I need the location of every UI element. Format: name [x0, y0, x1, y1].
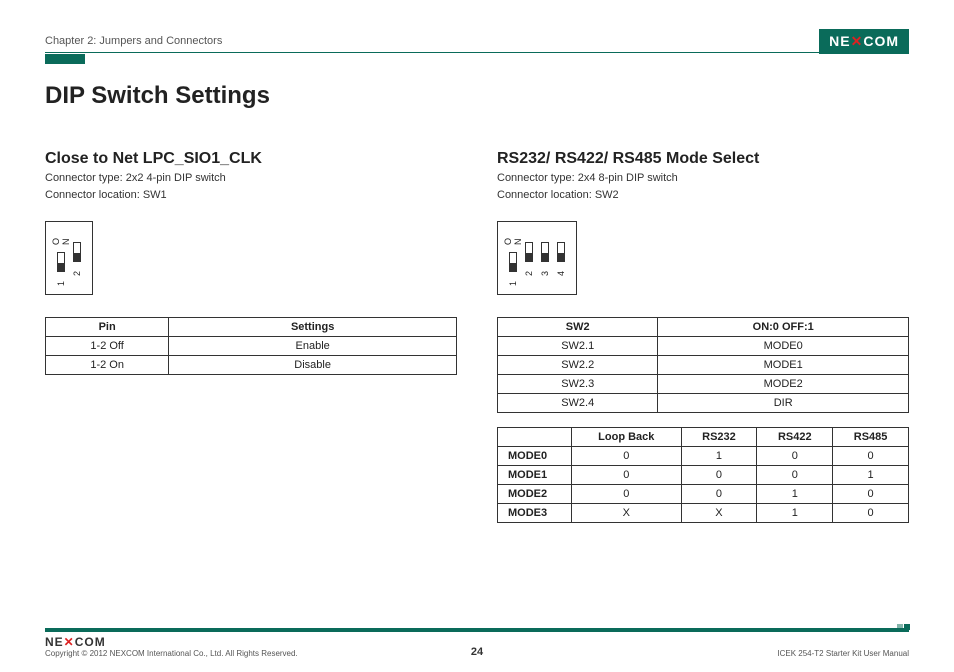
td: MODE1 [498, 466, 572, 485]
td: SW2.2 [498, 356, 658, 375]
td: MODE0 [658, 337, 909, 356]
td: 0 [833, 447, 909, 466]
td: 0 [681, 466, 757, 485]
td: DIR [658, 394, 909, 413]
footer-logo: NE✕COM [45, 635, 298, 649]
manual-name: ICEK 254-T2 Starter Kit User Manual [777, 649, 909, 658]
right-meta1: Connector type: 2x4 8-pin DIP switch [497, 170, 909, 187]
main-columns: Close to Net LPC_SIO1_CLK Connector type… [45, 150, 909, 537]
th [498, 428, 572, 447]
th: RS232 [681, 428, 757, 447]
left-meta1: Connector type: 2x2 4-pin DIP switch [45, 170, 457, 187]
td: SW2.1 [498, 337, 658, 356]
th: Loop Back [571, 428, 681, 447]
td: 0 [833, 504, 909, 523]
td: Enable [169, 337, 457, 356]
dip-slot [541, 242, 549, 262]
td: 0 [681, 485, 757, 504]
dip-num: 2 [524, 266, 534, 276]
left-title: Close to Net LPC_SIO1_CLK [45, 150, 457, 168]
td: 1 [757, 485, 833, 504]
right-meta2: Connector location: SW2 [497, 187, 909, 204]
right-column: RS232/ RS422/ RS485 Mode Select Connecto… [497, 150, 909, 537]
td: 0 [833, 485, 909, 504]
dip-num: 4 [556, 266, 566, 276]
td: MODE2 [498, 485, 572, 504]
td: MODE2 [658, 375, 909, 394]
th: Settings [169, 318, 457, 337]
dip-on-label: O N [51, 235, 71, 245]
chapter-label: Chapter 2: Jumpers and Connectors [45, 35, 222, 47]
dip-num: 1 [56, 276, 66, 286]
footer: NE✕COM Copyright © 2012 NEXCOM Internati… [45, 628, 909, 658]
left-table: Pin Settings 1-2 Off Enable 1-2 On Disab… [45, 317, 457, 375]
td: MODE0 [498, 447, 572, 466]
copyright: Copyright © 2012 NEXCOM International Co… [45, 649, 298, 658]
right-meta: Connector type: 2x4 8-pin DIP switch Con… [497, 170, 909, 203]
dip-num: 2 [72, 266, 82, 276]
header-logo: NE✕COM [819, 29, 909, 54]
right-title: RS232/ RS422/ RS485 Mode Select [497, 150, 909, 168]
th: ON:0 OFF:1 [658, 318, 909, 337]
td: 0 [571, 447, 681, 466]
dip-slot [509, 252, 517, 272]
footer-squares-icon [897, 624, 910, 630]
td: MODE3 [498, 504, 572, 523]
header-rule [45, 52, 909, 53]
header-tab [45, 54, 85, 64]
td: 1-2 Off [46, 337, 169, 356]
td: 1 [833, 466, 909, 485]
td: SW2.3 [498, 375, 658, 394]
dip-slot [525, 242, 533, 262]
th: Pin [46, 318, 169, 337]
left-meta2: Connector location: SW1 [45, 187, 457, 204]
dip-num: 1 [508, 276, 518, 286]
td: 1 [757, 504, 833, 523]
td: X [681, 504, 757, 523]
td: Disable [169, 356, 457, 375]
dip-on-label [556, 230, 566, 240]
dip-switch-sw2: O N 1 2 3 4 [497, 221, 577, 295]
dip-slot [57, 252, 65, 272]
dip-switch-sw1: O N 1 2 [45, 221, 93, 295]
right-table-b: Loop Back RS232 RS422 RS485 MODE0 0 1 0 … [497, 427, 909, 523]
td: 1-2 On [46, 356, 169, 375]
td: 0 [757, 447, 833, 466]
td: SW2.4 [498, 394, 658, 413]
dip-on-label [72, 230, 82, 240]
td: 1 [681, 447, 757, 466]
dip-num: 3 [540, 266, 550, 276]
page-number: 24 [471, 646, 483, 658]
dip-on-label: O N [503, 235, 523, 245]
td: 0 [757, 466, 833, 485]
dip-on-label [524, 230, 534, 240]
th: RS485 [833, 428, 909, 447]
dip-on-label [540, 230, 550, 240]
footer-rule [45, 628, 909, 632]
th: SW2 [498, 318, 658, 337]
page-title: DIP Switch Settings [45, 82, 909, 110]
td: 0 [571, 466, 681, 485]
th: RS422 [757, 428, 833, 447]
left-column: Close to Net LPC_SIO1_CLK Connector type… [45, 150, 457, 537]
dip-slot [73, 242, 81, 262]
td: 0 [571, 485, 681, 504]
right-table-a: SW2 ON:0 OFF:1 SW2.1MODE0 SW2.2MODE1 SW2… [497, 317, 909, 413]
left-meta: Connector type: 2x2 4-pin DIP switch Con… [45, 170, 457, 203]
dip-slot [557, 242, 565, 262]
td: MODE1 [658, 356, 909, 375]
td: X [571, 504, 681, 523]
